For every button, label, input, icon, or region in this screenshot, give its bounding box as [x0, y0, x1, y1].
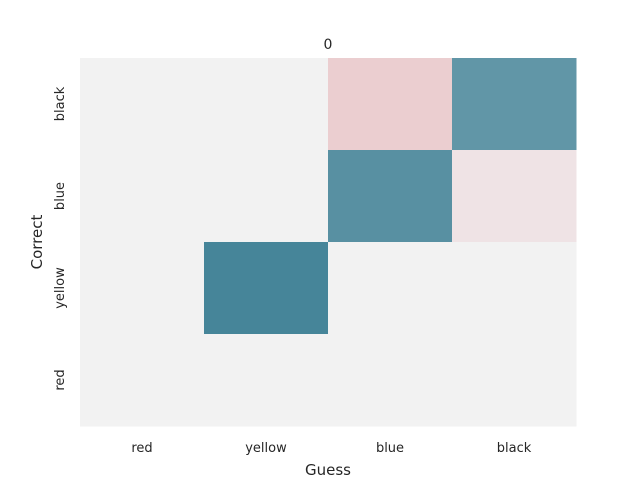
heatmap-cell-yellow-blue [328, 242, 453, 335]
heatmap-cell-red-yellow [204, 334, 329, 427]
y-tick-label-black: black [53, 86, 68, 121]
x-axis-tick-labels: red yellow blue black [131, 441, 531, 456]
heatmap-cell-black-black [452, 58, 577, 151]
heatmap-cell-red-blue [328, 334, 453, 427]
y-axis-tick-labels: black blue yellow red [53, 86, 68, 390]
y-tick-label-yellow: yellow [53, 267, 68, 309]
heatmap-cell-black-yellow [204, 58, 329, 151]
heatmap-cells [80, 58, 577, 427]
x-tick-label-blue: blue [376, 441, 404, 456]
heatmap-cell-yellow-yellow [204, 242, 329, 335]
y-axis-label: Correct [28, 215, 46, 270]
chart-title: 0 [324, 37, 333, 53]
heatmap-cell-red-red [80, 334, 205, 427]
heatmap-cell-blue-black [452, 150, 577, 243]
heatmap-cell-red-black [452, 334, 577, 427]
heatmap-cell-black-blue [328, 58, 453, 151]
heatmap-cell-yellow-red [80, 242, 205, 335]
heatmap-cell-black-red [80, 58, 205, 151]
x-tick-label-red: red [131, 441, 152, 456]
y-tick-label-red: red [53, 369, 68, 390]
heatmap-cell-blue-blue [328, 150, 453, 243]
y-tick-label-blue: blue [53, 182, 68, 210]
heatmap-cell-yellow-black [452, 242, 577, 335]
x-tick-label-black: black [497, 441, 532, 456]
heatmap-cell-blue-red [80, 150, 205, 243]
heatmap-cell-blue-yellow [204, 150, 329, 243]
x-tick-label-yellow: yellow [245, 441, 287, 456]
x-axis-label: Guess [305, 461, 351, 479]
